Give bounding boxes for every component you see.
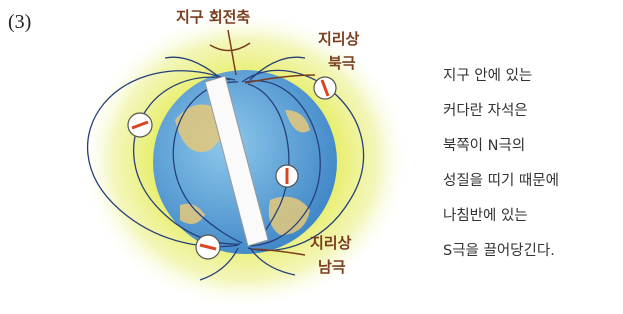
description-line: 커다란 자석은 [443, 102, 528, 119]
description-line: 나침반에 있는 [443, 207, 528, 224]
south-label: 지리상 [310, 234, 352, 252]
north-label: 북극 [328, 54, 356, 72]
description-line: S극을 끌어당긴다. [443, 242, 555, 259]
page: (3) 지구 [0, 0, 623, 314]
description-line: 지구 안에 있는 [443, 67, 532, 84]
south-label: 남극 [318, 258, 346, 276]
description-line: 북쪽이 N극의 [443, 137, 525, 154]
description-line: 성질을 띠기 때문에 [443, 172, 559, 189]
axis-label: 지구 회전축 [176, 8, 250, 26]
earth-illustration [80, 10, 410, 310]
north-label: 지리상 [318, 30, 360, 48]
item-number: (3) [8, 11, 31, 33]
